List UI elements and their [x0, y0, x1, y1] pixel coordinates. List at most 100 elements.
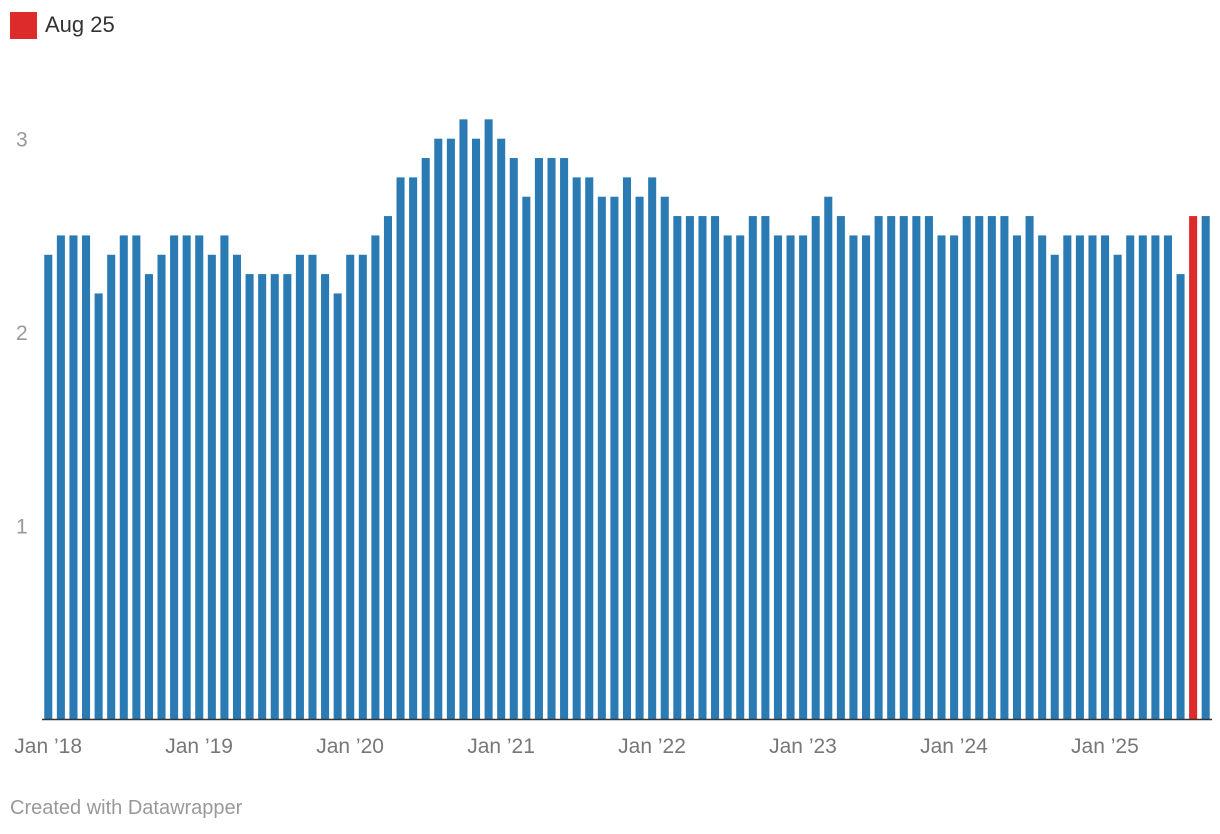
bar	[484, 119, 493, 720]
bar	[685, 216, 694, 719]
bar	[975, 216, 984, 719]
x-tick-label: Jan ’24	[920, 735, 988, 758]
bar	[132, 235, 141, 719]
x-tick-label: Jan ’25	[1071, 735, 1139, 758]
bar	[522, 196, 531, 720]
bar	[698, 216, 707, 719]
bar	[220, 235, 229, 719]
bar	[94, 293, 103, 719]
bar	[799, 235, 808, 719]
bar	[773, 235, 782, 719]
bar	[912, 216, 921, 719]
legend: Aug 25	[10, 10, 115, 40]
bar	[1063, 235, 1072, 719]
bar	[409, 177, 418, 719]
y-tick-label-1: 1	[16, 516, 28, 539]
bar	[245, 274, 254, 719]
bar	[811, 216, 820, 719]
x-tick-label: Jan ’19	[165, 735, 233, 758]
bar	[283, 274, 292, 719]
bar	[1050, 254, 1059, 719]
bar	[308, 254, 317, 719]
bar	[635, 196, 644, 720]
bar	[648, 177, 657, 719]
bar	[723, 235, 732, 719]
bar	[358, 254, 367, 719]
bar	[207, 254, 216, 719]
bar	[1075, 235, 1084, 719]
bar	[258, 274, 267, 719]
bar	[610, 196, 619, 720]
bar	[459, 119, 468, 720]
credit-text: Created with Datawrapper	[10, 797, 243, 819]
bar	[736, 235, 745, 719]
x-tick-label: Jan ’20	[316, 735, 384, 758]
bar	[333, 293, 342, 719]
bar	[421, 158, 430, 719]
bar	[1025, 216, 1034, 719]
bar	[748, 216, 757, 719]
bar	[270, 274, 279, 719]
x-tick-label: Jan ’22	[618, 735, 686, 758]
bar	[232, 254, 242, 719]
bar-highlight	[1189, 216, 1198, 719]
bar	[824, 196, 833, 720]
bar	[660, 196, 669, 720]
bar	[82, 235, 91, 719]
legend-label: Aug 25	[45, 12, 115, 37]
bar	[1038, 235, 1047, 719]
bar	[321, 274, 330, 719]
bar	[1113, 254, 1122, 719]
bar	[371, 235, 380, 719]
bar	[1163, 235, 1172, 719]
bar	[195, 235, 204, 719]
bar	[1201, 216, 1210, 719]
bar	[534, 158, 543, 719]
y-tick-label-2: 2	[16, 322, 28, 345]
bar	[157, 254, 166, 719]
bar	[924, 216, 933, 719]
bar	[1126, 235, 1135, 719]
bar	[346, 254, 355, 719]
bar	[585, 177, 594, 719]
bar	[862, 235, 871, 719]
bar	[849, 235, 858, 719]
bar	[295, 254, 304, 719]
bar	[396, 177, 405, 719]
bar	[673, 216, 682, 719]
bar	[1138, 235, 1147, 719]
bar	[987, 216, 996, 719]
y-tick-label-3: 3	[16, 129, 28, 152]
bar	[497, 138, 506, 719]
bar	[1012, 235, 1022, 719]
bar	[107, 254, 116, 719]
bar	[962, 216, 971, 719]
bar	[887, 216, 896, 719]
bar	[1101, 235, 1110, 719]
bar	[572, 177, 581, 719]
bar	[434, 138, 443, 719]
bar	[446, 138, 455, 719]
bar	[1088, 235, 1097, 719]
bar	[711, 216, 720, 719]
bar	[597, 196, 606, 720]
bar	[560, 158, 569, 719]
bar	[170, 235, 179, 719]
bar	[1151, 235, 1160, 719]
bar	[509, 158, 518, 719]
bar	[899, 216, 908, 719]
bar	[950, 235, 959, 719]
x-tick-label: Jan ’21	[467, 735, 535, 758]
legend-swatch	[10, 11, 37, 39]
bar	[836, 216, 845, 719]
bar	[622, 177, 632, 719]
bar	[69, 235, 78, 719]
x-tick-label: Jan ’18	[14, 735, 82, 758]
bar	[1176, 274, 1185, 719]
bar	[44, 254, 53, 719]
bar	[56, 235, 65, 719]
bar	[874, 216, 883, 719]
bar	[786, 235, 795, 719]
bar	[547, 158, 556, 719]
